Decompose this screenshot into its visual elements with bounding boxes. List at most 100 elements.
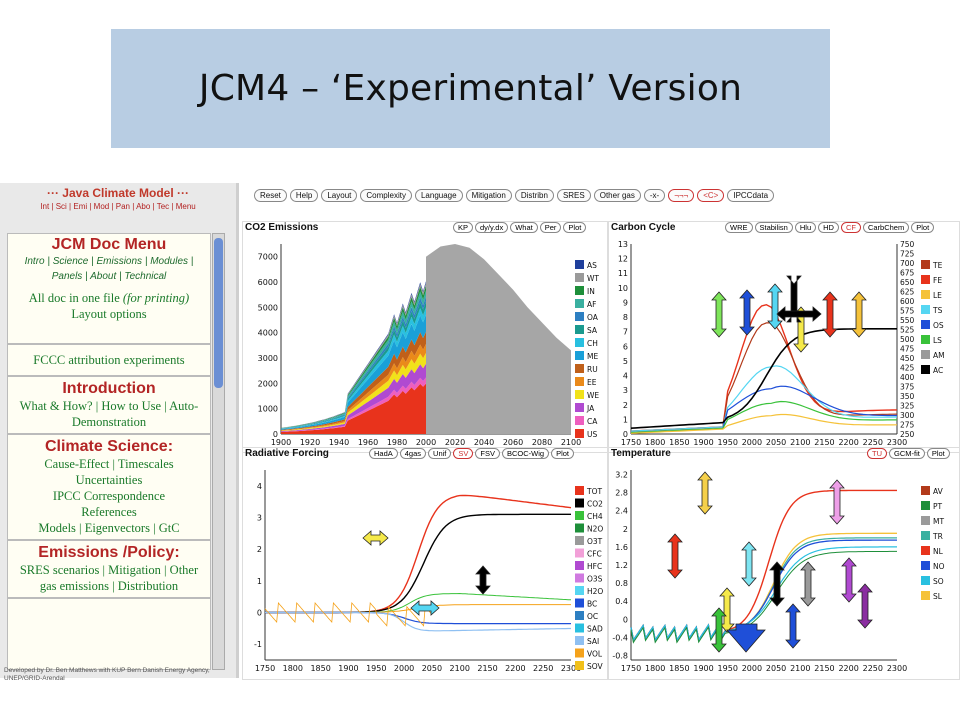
section-link[interactable]: Cause-Effect xyxy=(44,457,110,471)
toolbar-button-2[interactable]: Layout xyxy=(321,189,358,202)
doc-link-technical[interactable]: Technical xyxy=(124,271,167,282)
doc-link-intro[interactable]: Intro xyxy=(24,256,45,267)
legend-label: NL xyxy=(933,547,944,556)
x-tick-label: 2050 xyxy=(766,664,786,673)
top-link-menu[interactable]: Menu xyxy=(175,202,196,211)
legend-swatch xyxy=(575,498,584,508)
series-LE xyxy=(630,413,898,434)
panel-button-sv[interactable]: SV xyxy=(453,448,474,459)
panel-button-plot[interactable]: Plot xyxy=(563,222,587,233)
y-tick-label: 3000 xyxy=(258,354,278,363)
y-tick-label: 13 xyxy=(618,240,628,249)
panel-button-kp[interactable]: KP xyxy=(453,222,474,233)
x-tick-label: 2200 xyxy=(505,664,525,673)
toolbar-button-3[interactable]: Complexity xyxy=(360,189,412,202)
toolbar-button-7[interactable]: SRES xyxy=(556,189,591,202)
section-link[interactable]: Uncertainties xyxy=(75,473,143,487)
panel-button-what[interactable]: What xyxy=(510,222,538,233)
toolbar-button-8[interactable]: Other gas xyxy=(593,189,641,202)
panel-button-plot[interactable]: Plot xyxy=(926,448,950,459)
top-link-abo[interactable]: Abo xyxy=(136,202,151,211)
all-doc-link[interactable]: All doc in one file xyxy=(28,291,120,305)
toolbar-button-11[interactable]: <C> xyxy=(697,189,725,202)
panel-button-hd[interactable]: HD xyxy=(818,222,839,233)
panel-button-4gas[interactable]: 4gas xyxy=(399,448,427,459)
legend-swatch xyxy=(575,273,584,282)
emission-area-EE xyxy=(281,343,426,431)
top-link-mod[interactable]: Mod xyxy=(93,202,110,211)
toolbar-button-4[interactable]: Language xyxy=(414,189,463,202)
panel-button-plot[interactable]: Plot xyxy=(911,222,935,233)
toolbar-button-0[interactable]: Reset xyxy=(254,189,287,202)
legend-swatch xyxy=(921,546,930,555)
section-link[interactable]: SRES scenarios xyxy=(19,563,100,577)
top-link-emi[interactable]: Emi xyxy=(73,202,88,211)
sidebar-scrollbar[interactable] xyxy=(212,233,225,670)
fcc-link[interactable]: FCCC attribution experiments xyxy=(33,353,185,367)
y-right-tick-label: 600 xyxy=(900,297,915,306)
panel-button-gcm-fit[interactable]: GCM-fit xyxy=(889,448,925,459)
section-link[interactable]: Auto-Demonstration xyxy=(71,399,199,429)
panel-button-carbchem[interactable]: CarbChem xyxy=(862,222,910,233)
legend-label: CH xyxy=(587,339,598,348)
layout-options-link[interactable]: Layout options xyxy=(71,307,147,321)
top-link-sci[interactable]: Sci xyxy=(55,202,67,211)
toolbar-button-9[interactable]: -x- xyxy=(643,189,666,202)
panel-button-hlu[interactable]: Hlu xyxy=(794,222,817,233)
section-link[interactable]: GtC xyxy=(158,521,180,535)
section-link[interactable]: Timescales xyxy=(117,457,174,471)
section-link[interactable]: What & How? xyxy=(19,399,93,413)
panel-title: CO2 Emissions xyxy=(245,222,319,233)
x-tick-label: 1980 xyxy=(387,438,407,447)
panel-button-plot[interactable]: Plot xyxy=(551,448,575,459)
legend-label: TOT xyxy=(586,487,602,496)
panel-button-bcoc-wig[interactable]: BCOC-Wig xyxy=(501,448,550,459)
legend-label: EE xyxy=(587,378,597,387)
panel-button-dy/y.dx[interactable]: dy/y.dx xyxy=(475,222,509,233)
doc-link-science[interactable]: Science xyxy=(52,256,89,267)
legend-label: SA xyxy=(587,326,598,335)
toolbar-button-10[interactable]: ¬¬¬ xyxy=(668,189,695,202)
section-link[interactable]: References xyxy=(81,505,137,519)
toolbar-button-5[interactable]: Mitigation xyxy=(465,189,512,202)
top-link-pan[interactable]: Pan xyxy=(115,202,130,211)
doc-link-panels[interactable]: Panels xyxy=(51,271,83,282)
y-right-tick-label: 725 xyxy=(900,250,915,259)
section-link[interactable]: IPCC Correspondence xyxy=(52,489,166,503)
panel-button-unif[interactable]: Unif xyxy=(428,448,452,459)
section-link[interactable]: Other gas emissions xyxy=(39,563,199,593)
section-link[interactable]: Eigenvectors xyxy=(84,521,150,535)
y-right-tick-label: 325 xyxy=(900,402,915,411)
section-heading[interactable]: Climate Science: xyxy=(44,438,174,455)
toolbar-button-12[interactable]: IPCCdata xyxy=(727,189,775,202)
doc-link-emissions[interactable]: Emissions xyxy=(96,256,143,267)
legend-swatch xyxy=(575,586,584,595)
panel-button-per[interactable]: Per xyxy=(539,222,562,233)
section-heading[interactable]: Introduction xyxy=(62,380,156,397)
legend-swatch xyxy=(575,623,584,633)
series-TOT xyxy=(265,494,572,614)
toolbar-button-6[interactable]: Distribn xyxy=(514,189,554,202)
scrollbar-thumb[interactable] xyxy=(214,238,223,388)
section-heading[interactable]: Emissions /Policy: xyxy=(38,544,180,561)
panel-button-tu[interactable]: TU xyxy=(867,448,887,459)
doc-link-about[interactable]: About xyxy=(90,271,117,282)
section-link[interactable]: Distribution xyxy=(117,579,179,593)
panel-button-cf[interactable]: CF xyxy=(840,222,861,233)
top-link-int[interactable]: Int xyxy=(40,202,50,211)
toolbar-button-1[interactable]: Help xyxy=(289,189,319,202)
panel-button-hada[interactable]: HadA xyxy=(369,448,398,459)
top-link-tec[interactable]: Tec xyxy=(156,202,170,211)
y-right-tick-label: 425 xyxy=(900,364,915,373)
panel-button-fsv[interactable]: FSV xyxy=(475,448,500,459)
legend-label: OS xyxy=(933,321,944,330)
section-link[interactable]: Mitigation xyxy=(108,563,161,577)
doc-link-modules[interactable]: Modules xyxy=(150,256,189,267)
x-tick-label: 1850 xyxy=(310,664,330,673)
panel-button-stabilisn[interactable]: Stabilisn xyxy=(754,222,793,233)
section-link[interactable]: How to Use xyxy=(101,399,162,413)
legend-swatch xyxy=(575,536,584,545)
x-tick-label: 1800 xyxy=(283,664,303,673)
section-link[interactable]: Models xyxy=(38,521,76,535)
panel-button-wre[interactable]: WRE xyxy=(725,222,753,233)
